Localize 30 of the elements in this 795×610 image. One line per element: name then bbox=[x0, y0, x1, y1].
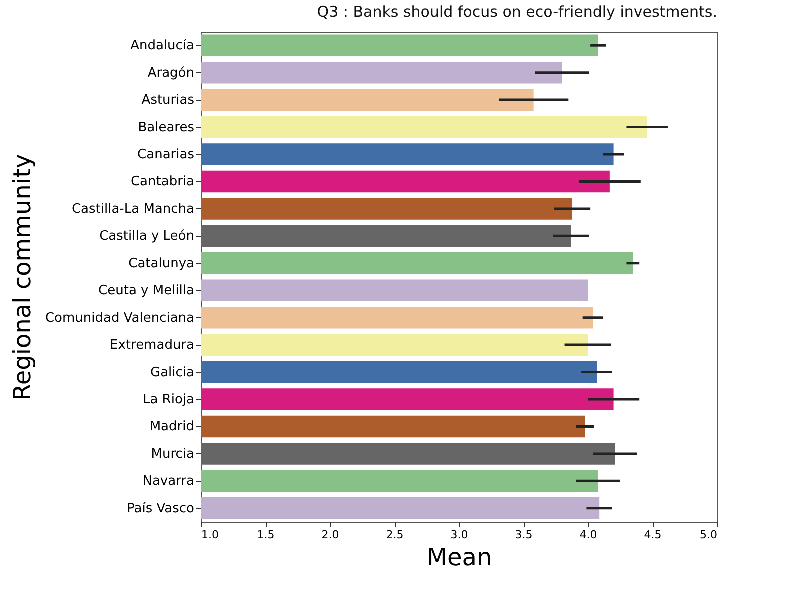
y-tick-label: Andalucía bbox=[130, 38, 194, 54]
x-tick-label: 1.0 bbox=[202, 528, 219, 542]
chart-title: Q3 : Banks should focus on eco-friendly investments. bbox=[317, 3, 718, 21]
y-tick-label: Navarra bbox=[142, 474, 194, 490]
y-tick-label: Catalunya bbox=[128, 256, 194, 272]
x-tick-label: 2.5 bbox=[386, 528, 404, 542]
y-axis-title: Regional community bbox=[8, 154, 36, 401]
x-tick-label: 5.0 bbox=[700, 528, 718, 542]
x-tick-label: 4.0 bbox=[580, 528, 598, 542]
y-tick-label: Extremadura bbox=[110, 338, 194, 354]
y-tick-label: Comunidad Valenciana bbox=[45, 310, 194, 326]
y-tick-label: La Rioja bbox=[142, 392, 194, 408]
y-tick-label: Canarias bbox=[138, 148, 195, 162]
y-tick-label: Baleares bbox=[138, 120, 195, 136]
x-axis-title: Mean bbox=[426, 544, 492, 572]
y-tick-label: Galicia bbox=[150, 365, 194, 380]
y-tick-label: Cantabria bbox=[130, 174, 194, 190]
x-tick-label: 1.5 bbox=[257, 528, 275, 542]
x-tick-label: 4.5 bbox=[644, 528, 662, 542]
y-tick-label: Madrid bbox=[150, 420, 194, 435]
x-tick-label: 2.0 bbox=[322, 528, 340, 542]
y-tick-label: País Vasco bbox=[127, 501, 195, 516]
y-tick-label: Ceuta y Melilla bbox=[98, 284, 194, 299]
y-tick-label: Castilla y León bbox=[100, 229, 194, 244]
x-tick-label: 3.5 bbox=[515, 528, 533, 542]
y-tick-label: Asturias bbox=[142, 93, 195, 108]
y-tick-label: Aragón bbox=[148, 66, 194, 81]
y-tick-label: Murcia bbox=[151, 446, 194, 462]
y-tick-label: Castilla-La Mancha bbox=[72, 202, 194, 217]
x-tick-label: 3.0 bbox=[450, 528, 468, 542]
